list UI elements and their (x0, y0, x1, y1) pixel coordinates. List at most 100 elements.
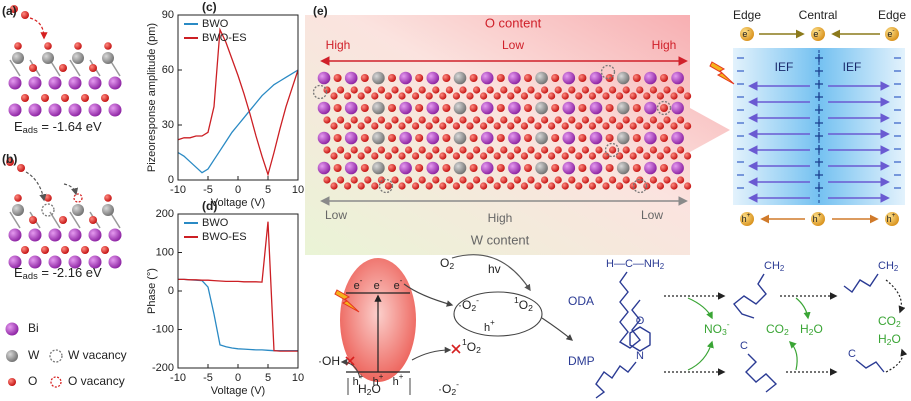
atom (473, 86, 481, 94)
atom (513, 146, 522, 154)
atom (508, 161, 521, 175)
x-tick-label: -5 (203, 184, 213, 196)
label-part: h (484, 322, 490, 334)
atom (101, 94, 109, 102)
atom (104, 194, 112, 202)
label-part: E (14, 119, 23, 134)
atom (527, 116, 535, 124)
atom (442, 104, 451, 112)
atom (384, 92, 392, 100)
atom (426, 101, 440, 115)
label-part: O (891, 332, 900, 346)
atom (643, 152, 651, 160)
y-tick-label: 100 (156, 246, 174, 258)
atom (466, 152, 474, 160)
label: h+ (373, 372, 384, 388)
light-bolt (334, 289, 360, 313)
atom (412, 182, 420, 190)
series-line (178, 221, 298, 352)
atom (480, 122, 488, 130)
atom (535, 101, 548, 115)
atom (575, 122, 583, 130)
atom (588, 122, 597, 130)
label-part: 1 (514, 295, 519, 305)
label-part: CH (878, 260, 894, 272)
atom (452, 182, 460, 190)
y-tick-label: 60 (162, 64, 174, 76)
atom (500, 86, 508, 94)
atom (636, 146, 644, 154)
atom (357, 92, 365, 100)
atom (684, 92, 692, 100)
atom (364, 86, 372, 94)
atom (629, 152, 637, 160)
atom (372, 71, 385, 85)
atom (405, 116, 413, 124)
molecule (855, 359, 885, 373)
label-part: - (892, 27, 894, 34)
atom (595, 176, 603, 184)
charge (740, 27, 754, 41)
atom (102, 204, 114, 216)
atom (412, 92, 420, 100)
atom (360, 164, 369, 172)
atom (524, 164, 532, 172)
atom (426, 71, 440, 85)
atom (636, 116, 644, 124)
label: NO3- (704, 319, 730, 337)
atom (541, 86, 549, 94)
atom (344, 71, 358, 85)
atom (660, 134, 668, 142)
series-line (177, 27, 299, 177)
atom (426, 161, 440, 175)
plus (815, 158, 823, 166)
atom (432, 146, 440, 154)
vacancy (632, 178, 648, 194)
atom (439, 182, 447, 190)
atom (377, 86, 385, 94)
atom (364, 116, 372, 124)
label: O vacancy (68, 374, 125, 388)
atom (5, 322, 19, 336)
atom (616, 152, 624, 160)
atom (101, 246, 109, 254)
label: Edge (733, 8, 761, 22)
atom (520, 152, 529, 160)
atom (317, 101, 331, 115)
atom (656, 152, 665, 160)
arrow (29, 17, 48, 40)
label-part: E (14, 265, 23, 280)
atom (589, 161, 603, 175)
arrow (885, 279, 906, 314)
light-bolt (709, 61, 735, 85)
atom (459, 116, 467, 124)
label: e- (742, 27, 749, 40)
atom (480, 131, 494, 145)
arrow (687, 297, 713, 320)
label-part: O (813, 322, 822, 336)
atom (323, 176, 331, 184)
label: Central (799, 8, 838, 22)
atom (534, 92, 542, 100)
atom (72, 52, 84, 64)
atom (677, 86, 685, 94)
label-part: - (476, 295, 479, 305)
y-tick-label: 30 (162, 119, 174, 131)
label-part: + (399, 372, 404, 381)
atom (452, 92, 460, 100)
atom (398, 182, 406, 190)
arrow (795, 297, 811, 320)
x-tick-label: 10 (292, 372, 304, 384)
atom (21, 246, 29, 254)
arrow (687, 340, 714, 371)
atom (551, 134, 560, 142)
atom (589, 101, 603, 115)
label: DMP (568, 354, 595, 368)
atom (415, 164, 424, 172)
bond (9, 59, 21, 77)
series-line (178, 278, 298, 352)
atom (486, 176, 494, 184)
legend-label: BWO (202, 18, 229, 30)
atom (388, 164, 396, 172)
atom (581, 86, 590, 94)
